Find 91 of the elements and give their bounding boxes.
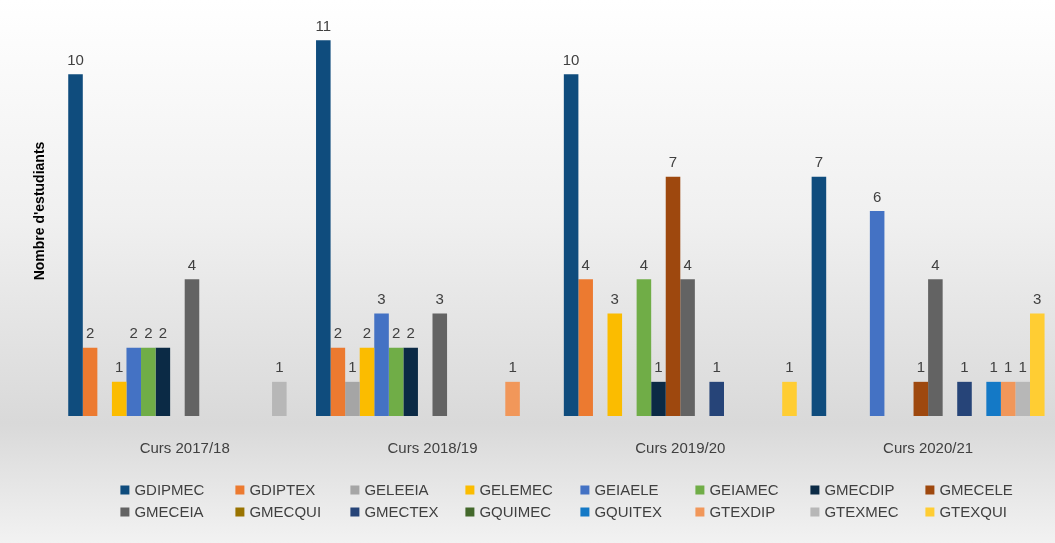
bar [782, 381, 797, 416]
bar [709, 381, 724, 416]
legend-label: GMECEIA [134, 503, 204, 521]
data-label: 10 [562, 50, 580, 68]
data-label: 1 [712, 358, 721, 376]
bar [126, 347, 142, 416]
data-label: 2 [144, 324, 153, 342]
bar [505, 381, 520, 416]
data-label: 1 [275, 358, 284, 376]
bar [928, 279, 943, 416]
data-label: 4 [581, 255, 590, 273]
data-label: 1 [654, 358, 663, 376]
data-label: 1 [989, 358, 998, 376]
data-label: 4 [187, 255, 197, 273]
data-label: 7 [668, 153, 678, 171]
bar [316, 40, 331, 416]
bar [82, 347, 98, 416]
legend-label: GDIPMEC [134, 481, 205, 499]
data-label: 1 [115, 358, 124, 376]
data-label: 11 [315, 16, 332, 34]
bar [957, 381, 972, 416]
legend-label: GMECTEX [364, 503, 439, 521]
data-label: 1 [785, 358, 794, 376]
bar [1000, 381, 1016, 416]
data-label: 2 [85, 324, 95, 342]
bar [1030, 313, 1045, 416]
legend-label: GELEEIA [364, 481, 429, 499]
x-tick-label: Curs 2017/18 [139, 439, 230, 457]
data-label: 3 [1033, 290, 1042, 308]
bar [636, 279, 652, 416]
legend-label: GQUITEX [594, 503, 662, 521]
data-label: 1 [916, 358, 925, 376]
bar [374, 313, 389, 416]
bar [345, 381, 360, 416]
data-label: 2 [391, 324, 401, 342]
x-tick-label: Curs 2019/20 [635, 439, 726, 457]
legend-label: GEIAMEC [709, 481, 779, 499]
legend-label: GMECELE [939, 481, 1013, 499]
data-label: 6 [872, 187, 882, 205]
legend-label: GMECDIP [824, 481, 895, 499]
data-label: 2 [158, 324, 168, 342]
bar [359, 347, 375, 416]
data-label: 1 [1018, 358, 1027, 376]
bar [388, 347, 404, 416]
data-label: 4 [639, 255, 649, 273]
data-label: 3 [377, 290, 386, 308]
bar [869, 211, 885, 416]
bar [563, 74, 579, 416]
bar [651, 381, 666, 416]
data-label: 2 [406, 324, 415, 342]
data-label: 2 [129, 324, 138, 342]
data-label: 3 [435, 290, 444, 308]
bar [432, 313, 448, 416]
data-label: 2 [362, 324, 372, 342]
data-label: 1 [508, 358, 517, 376]
legend-label: GEIAELE [594, 481, 659, 499]
legend-label: GMECQUI [249, 503, 322, 521]
bar [403, 347, 418, 416]
data-label: 1 [348, 358, 357, 376]
bar [68, 74, 83, 416]
legend-label: GTEXDIP [709, 503, 776, 521]
bar [665, 176, 681, 416]
bar [811, 176, 827, 416]
data-label: 3 [610, 290, 619, 308]
bar [184, 279, 200, 416]
legend-label: GELEMEC [479, 481, 553, 499]
data-label: 1 [960, 358, 969, 376]
data-label: 4 [683, 255, 692, 273]
legend-label: GTEXQUI [939, 503, 1007, 521]
bar [141, 347, 156, 416]
bar [986, 381, 1001, 416]
bar [578, 279, 593, 416]
data-label: 7 [814, 153, 824, 171]
bar [330, 347, 346, 416]
bar [111, 381, 127, 416]
data-label: 1 [1004, 358, 1013, 376]
legend-label: GQUIMEC [479, 503, 552, 521]
bar [680, 279, 695, 416]
x-tick-label: Curs 2020/21 [883, 439, 974, 457]
legend-label: GTEXMEC [824, 503, 899, 521]
bar [272, 381, 287, 416]
y-axis-title: Nombre d'estudiants [31, 141, 48, 281]
data-label: 2 [333, 324, 343, 342]
bar [1015, 381, 1031, 416]
data-label: 10 [67, 50, 84, 68]
x-tick-label: Curs 2018/19 [387, 439, 478, 457]
legend-label: GDIPTEX [249, 481, 316, 499]
bar [607, 313, 623, 416]
data-label: 4 [931, 255, 940, 273]
bar [155, 347, 171, 416]
bar [913, 381, 929, 416]
